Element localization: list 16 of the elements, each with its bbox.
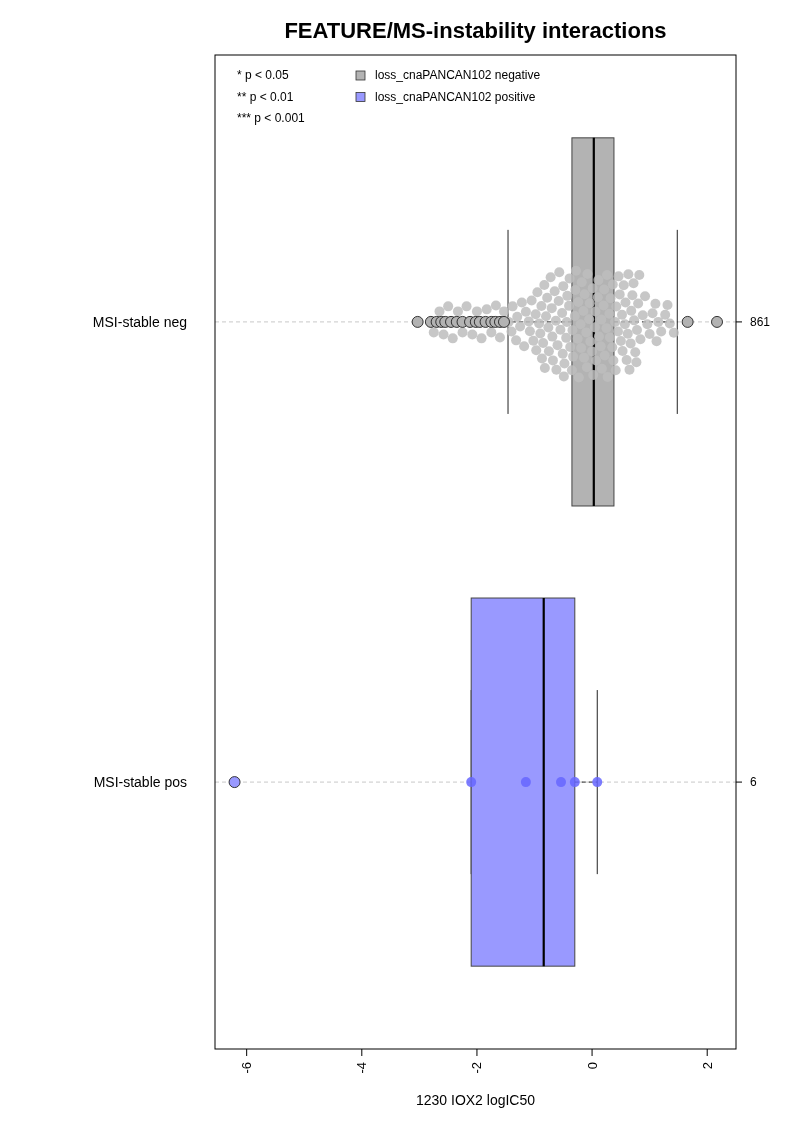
legend-label: loss_cnaPANCAN102 positive <box>375 89 536 104</box>
x-tick-label: 2 <box>699 1062 715 1070</box>
annotation: * p < 0.05 <box>237 68 290 82</box>
legend-label: loss_cnaPANCAN102 negative <box>375 68 541 82</box>
y2-tick-label: 861 <box>750 314 771 329</box>
annotation: ** p < 0.01 <box>237 89 294 104</box>
y-tick-label: MSI-stable neg <box>92 313 187 330</box>
annotation: *** p < 0.001 <box>237 111 306 125</box>
chart-title: FEATURE/MS-instability interactions <box>284 18 667 43</box>
x-tick-label: -2 <box>469 1062 485 1074</box>
x-axis-title: 1230 IOX2 logIC50 <box>415 1092 536 1108</box>
x-tick-label: 0 <box>584 1062 600 1070</box>
y-tick-label: MSI-stable pos <box>93 774 187 791</box>
x-tick-label: -6 <box>239 1062 255 1074</box>
y2-tick-label: 6 <box>750 775 757 790</box>
x-tick-label: -4 <box>354 1062 370 1074</box>
